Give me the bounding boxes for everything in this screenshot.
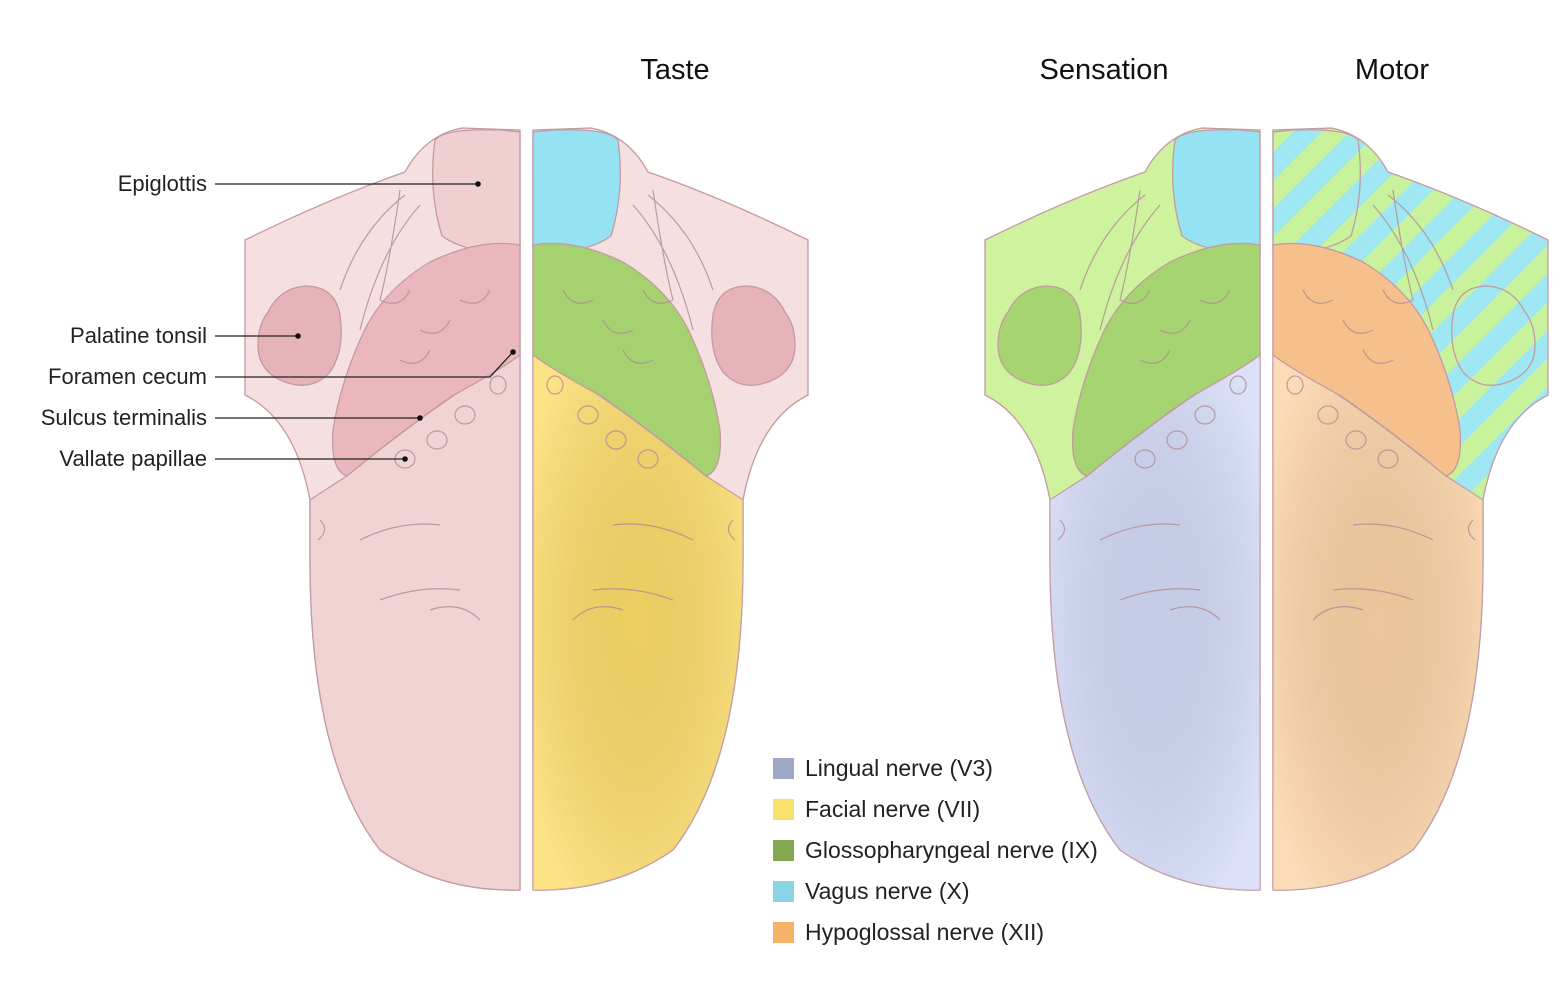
legend-label: Hypoglossal nerve (XII) — [805, 919, 1045, 945]
legend-swatch — [773, 840, 794, 861]
legend-label: Lingual nerve (V3) — [805, 755, 993, 781]
label-foramen-cecum: Foramen cecum — [48, 364, 207, 389]
legend-swatch — [773, 799, 794, 820]
legend-label: Vagus nerve (X) — [805, 878, 970, 904]
legend: Lingual nerve (V3) Facial nerve (VII) Gl… — [773, 748, 1098, 953]
motor-half — [1272, 127, 1549, 891]
legend-swatch — [773, 758, 794, 779]
label-palatine-tonsil: Palatine tonsil — [70, 323, 207, 348]
taste-left-half-anatomy — [244, 127, 521, 891]
legend-label: Facial nerve (VII) — [805, 796, 981, 822]
label-vallate-papillae: Vallate papillae — [59, 446, 207, 471]
legend-item-facial: Facial nerve (VII) — [773, 789, 1098, 830]
taste-title: Taste — [640, 54, 710, 86]
legend-swatch — [773, 922, 794, 943]
legend-item-lingual: Lingual nerve (V3) — [773, 748, 1098, 789]
legend-item-hypoglossal: Hypoglossal nerve (XII) — [773, 912, 1098, 953]
label-sulcus-terminalis: Sulcus terminalis — [40, 405, 207, 430]
leader-lines — [215, 181, 516, 462]
motor-title: Motor — [1354, 54, 1430, 86]
taste-right-half-nerves — [532, 127, 809, 891]
legend-item-glossopharyngeal: Glossopharyngeal nerve (IX) — [773, 830, 1098, 871]
legend-item-vagus: Vagus nerve (X) — [773, 871, 1098, 912]
label-epiglottis: Epiglottis — [117, 171, 207, 196]
sensation-title: Sensation — [1039, 54, 1169, 86]
legend-label: Glossopharyngeal nerve (IX) — [805, 837, 1098, 863]
legend-swatch — [773, 881, 794, 902]
